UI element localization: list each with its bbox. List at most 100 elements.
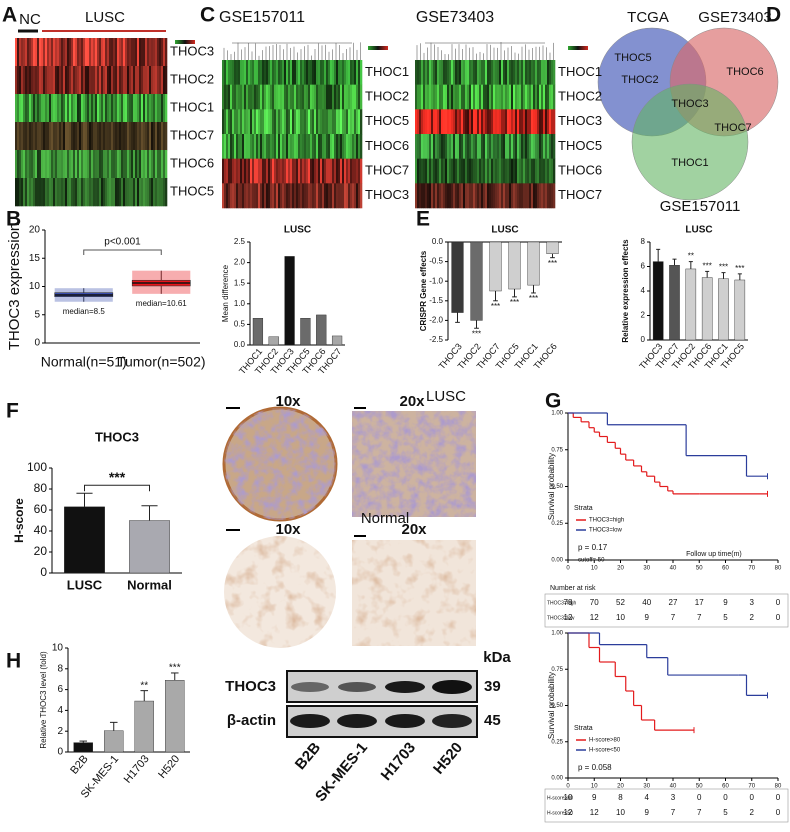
heatmap-cell (336, 158, 339, 184)
heatmap-cell (73, 66, 76, 95)
heatmap-cell (354, 109, 357, 135)
heatmap-cell (147, 94, 150, 123)
legend-label: THOC3=low (589, 528, 623, 534)
y-tick-label: 0.00 (551, 558, 563, 564)
heatmap-cell (421, 134, 424, 159)
heatmap-cell (421, 183, 424, 209)
heatmap-cell (310, 134, 313, 159)
heatmap-cell (85, 94, 88, 123)
heatmap-cell (240, 109, 243, 135)
heatmap-cell (435, 84, 438, 110)
heatmap-cell (358, 60, 361, 85)
heatmap-cell (121, 94, 124, 123)
heatmap-cell (497, 134, 500, 159)
heatmap-cell (308, 183, 311, 209)
heatmap-cell (360, 84, 363, 110)
heatmap-cell (151, 122, 154, 151)
heatmap-cell (330, 84, 333, 110)
heatmap-cell (280, 60, 283, 85)
heatmap-cell (115, 66, 118, 95)
heatmap-cell (77, 178, 80, 207)
heatmap-cell (17, 150, 20, 179)
heatmap-cell (232, 60, 235, 85)
heatmap-cell (222, 60, 225, 85)
heatmap-cell (260, 183, 263, 209)
heatmap-cell (485, 60, 488, 85)
heatmap-cell (256, 84, 259, 110)
risk-value: 0 (723, 793, 728, 802)
heatmap-cell (242, 84, 245, 110)
heatmap-cell (230, 84, 233, 110)
risk-row-label: THOC3=low (547, 615, 575, 621)
heatmap-cell (320, 60, 323, 85)
x-tick-label: 0 (566, 784, 570, 790)
heatmap-cell (352, 60, 355, 85)
heatmap-cell (266, 134, 269, 159)
risk-value: 52 (616, 598, 625, 607)
x-tick-label: 60 (722, 566, 729, 572)
heatmap-cell (443, 158, 446, 184)
heatmap-cell (97, 38, 100, 67)
heatmap-cell (67, 94, 70, 123)
heatmap-cell (328, 134, 331, 159)
heatmap-row-label: THOC5 (170, 183, 214, 198)
heatmap-cell (451, 109, 454, 135)
heatmap-cell (483, 84, 486, 110)
heatmap-cell (350, 109, 353, 135)
heatmap-cell (457, 134, 460, 159)
risk-value: 9 (645, 613, 650, 622)
heatmap-cell (471, 183, 474, 209)
heatmap-cell (449, 134, 452, 159)
heatmap-cell (25, 178, 28, 207)
heatmap-cell (429, 84, 432, 110)
heatmap-cell (29, 178, 32, 207)
heatmap-cell (513, 109, 516, 135)
heatmap-cell (274, 183, 277, 209)
heatmap-cell (159, 150, 162, 179)
heatmap-cell (471, 158, 474, 184)
heatmap-cell (284, 183, 287, 209)
heatmap-cell (111, 66, 114, 95)
risk-value: 0 (750, 793, 755, 802)
heatmap-cell (463, 60, 466, 85)
heatmap-cell (493, 109, 496, 135)
heatmap-cell (153, 38, 156, 67)
x-tick-label: 40 (670, 784, 677, 790)
heatmap-cell (308, 134, 311, 159)
heatmap-cell (145, 122, 148, 151)
heatmap-cell (47, 150, 50, 179)
heatmap-cell (519, 84, 522, 110)
heatmap-cell (447, 109, 450, 135)
blot-lane: H1703 (378, 739, 419, 784)
heatmap-cell (262, 84, 265, 110)
heatmap-cell (29, 94, 32, 123)
heatmap-cell (246, 134, 249, 159)
heatmap-cell (33, 122, 36, 151)
heatmap-cell (234, 84, 237, 110)
heatmap-cell (517, 183, 520, 209)
heatmap-cell (477, 183, 480, 209)
heatmap-cell (513, 158, 516, 184)
heatmap-cell (336, 84, 339, 110)
heatmap-cell (135, 122, 138, 151)
heatmap-cell (129, 38, 132, 67)
heatmap-cell (79, 94, 82, 123)
legend-title: Strata (574, 725, 593, 732)
heatmap-cell (501, 183, 504, 209)
heatmap-cell (342, 60, 345, 85)
heatmap-cell (443, 134, 446, 159)
heatmap-cell (314, 183, 317, 209)
heatmap-cell (531, 109, 534, 135)
heatmap-cell (224, 60, 227, 85)
heatmap-cell (499, 134, 502, 159)
heatmap-cell (25, 66, 28, 95)
heatmap-cell (421, 60, 424, 85)
heatmap-cell (139, 150, 142, 179)
heatmap-cell (415, 60, 418, 85)
venn-item: THOC1 (671, 157, 708, 169)
chart-title: LUSC (685, 225, 712, 236)
risk-value: 9 (723, 598, 728, 607)
heatmap-cell (535, 134, 538, 159)
heatmap-cell (290, 134, 293, 159)
heatmap-cell (240, 183, 243, 209)
